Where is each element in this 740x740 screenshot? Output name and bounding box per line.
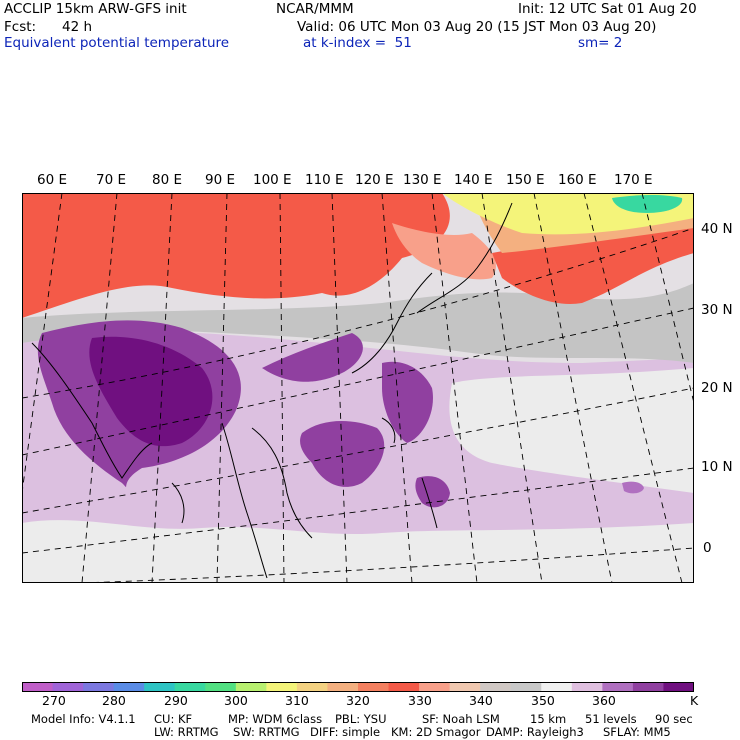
colorbar-label-270: 270 xyxy=(42,693,66,708)
footer-mp: MP: WDM 6class xyxy=(228,712,323,726)
footer-pbl: PBL: YSU xyxy=(335,712,387,726)
footer-diff: DIFF: simple xyxy=(310,725,381,739)
colorbar-label-350: 350 xyxy=(531,693,555,708)
lat-label-20n: 20 N xyxy=(701,380,733,396)
colorbar-swatch xyxy=(22,682,54,692)
coastlines xyxy=(31,202,513,579)
field-purple-taiwan xyxy=(382,361,433,443)
field-purple-china xyxy=(262,333,363,382)
footer-sw: SW: RRTMG xyxy=(233,725,300,739)
lon-label-100e: 100 E xyxy=(253,172,292,188)
colorbar-label-330: 330 xyxy=(408,693,432,708)
footer-timestep: 90 sec xyxy=(655,712,693,726)
colorbar-label-360: 360 xyxy=(592,693,616,708)
lon-label-140e: 140 E xyxy=(454,172,493,188)
init-time: Init: 12 UTC Sat 01 Aug 20 xyxy=(518,1,697,17)
map-frame xyxy=(22,193,694,583)
colorbar-label-300: 300 xyxy=(224,693,248,708)
lon-label-70e: 70 E xyxy=(96,172,126,188)
field-lightgray-pacific xyxy=(449,368,694,493)
lat-label-40n: 40 N xyxy=(701,221,733,237)
colorbar-swatch xyxy=(327,682,359,692)
colorbar-swatch xyxy=(358,682,390,692)
footer-resolution: 15 km xyxy=(530,712,567,726)
field-gray-band xyxy=(22,283,694,363)
lon-label-160e: 160 E xyxy=(558,172,597,188)
field-purple-scs xyxy=(300,421,385,487)
lon-label-110e: 110 E xyxy=(305,172,344,188)
colorbar-swatch xyxy=(388,682,420,692)
valid-time: Valid: 06 UTC Mon 03 Aug 20 (15 JST Mon … xyxy=(297,19,657,35)
colorbar-swatch xyxy=(113,682,145,692)
latitude-lines xyxy=(22,227,694,583)
footer-sf: SF: Noah LSM xyxy=(422,712,500,726)
colorbar-label-310: 310 xyxy=(285,693,309,708)
colorbar-label-320: 320 xyxy=(346,693,370,708)
colorbar-swatch xyxy=(571,682,603,692)
colorbar-label-290: 290 xyxy=(164,693,188,708)
theta-e-map xyxy=(22,193,694,583)
colorbar-swatch xyxy=(449,682,481,692)
colorbar-label-280: 280 xyxy=(102,693,126,708)
colorbar-unit: K xyxy=(690,693,699,708)
colorbar-swatch xyxy=(663,682,694,692)
footer-cu: CU: KF xyxy=(154,712,193,726)
colorbar-swatch xyxy=(510,682,542,692)
longitude-lines xyxy=(22,193,694,583)
lat-label-30n: 30 N xyxy=(701,302,733,318)
lon-label-60e: 60 E xyxy=(37,172,67,188)
field-purple-pacific-spot xyxy=(622,481,644,494)
lon-label-90e: 90 E xyxy=(205,172,235,188)
colorbar-swatch xyxy=(480,682,512,692)
colorbar-swatch xyxy=(296,682,328,692)
lon-label-170e: 170 E xyxy=(614,172,653,188)
colorbar-swatch xyxy=(205,682,237,692)
field-lightgray-south xyxy=(22,520,694,583)
colorbar-swatch xyxy=(144,682,176,692)
lon-label-150e: 150 E xyxy=(506,172,545,188)
colorbar-swatch xyxy=(266,682,298,692)
smoothing-label: sm= 2 xyxy=(578,35,623,51)
footer-levels: 51 levels xyxy=(585,712,637,726)
lat-label-10n: 10 N xyxy=(701,459,733,475)
lon-label-130e: 130 E xyxy=(403,172,442,188)
lon-label-120e: 120 E xyxy=(355,172,394,188)
footer-damp: DAMP: Rayleigh3 xyxy=(486,725,584,739)
colorbar-swatch xyxy=(83,682,115,692)
colorbar-swatch xyxy=(632,682,664,692)
colorbar-label-340: 340 xyxy=(469,693,493,708)
lon-label-80e: 80 E xyxy=(152,172,182,188)
footer-lw: LW: RRTMG xyxy=(154,725,219,739)
model-title: ACCLIP 15km ARW-GFS init xyxy=(4,1,187,17)
colorbar-frame xyxy=(22,682,694,692)
forecast-label: Fcst: xyxy=(4,19,37,35)
colorbar-swatch xyxy=(174,682,206,692)
colorbar xyxy=(22,682,694,692)
organization-label: NCAR/MMM xyxy=(276,1,354,17)
forecast-hour: 42 h xyxy=(62,19,93,35)
colorbar-swatch xyxy=(419,682,451,692)
field-red-pacific xyxy=(492,223,694,304)
field-green-north xyxy=(612,194,683,213)
field-salmon-edge xyxy=(392,223,496,280)
footer-model-info: Model Info: V4.1.1 xyxy=(31,712,136,726)
colorbar-swatch xyxy=(541,682,573,692)
colorbar-swatch xyxy=(602,682,634,692)
level-label: at k-index = 51 xyxy=(303,35,412,51)
field-darkpurple-india xyxy=(89,336,213,447)
field-red-asia xyxy=(22,193,450,318)
footer-km: KM: 2D Smagor xyxy=(391,725,481,739)
colorbar-swatch xyxy=(52,682,84,692)
footer-sflay: SFLAY: MM5 xyxy=(603,725,671,739)
lat-label-equator: 0 xyxy=(703,540,712,556)
field-name: Equivalent potential temperature xyxy=(4,35,230,51)
colorbar-swatch xyxy=(235,682,267,692)
